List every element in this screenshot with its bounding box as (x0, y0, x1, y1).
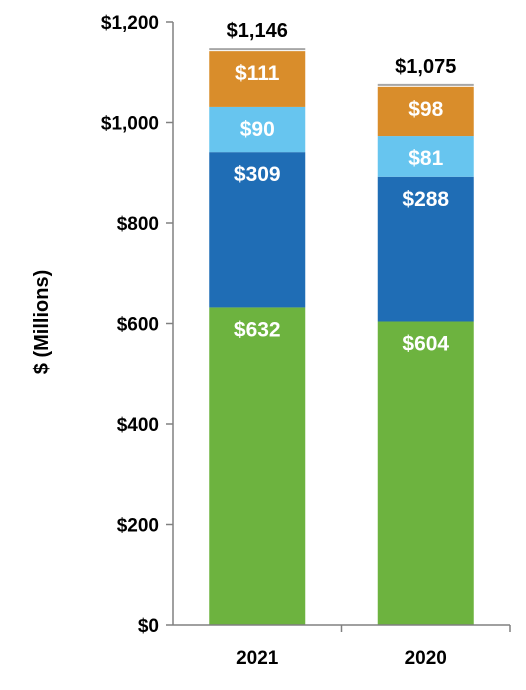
bar-segment (209, 152, 306, 308)
segment-value-label: $309 (234, 163, 281, 186)
y-tick-label: $1,000 (101, 114, 159, 135)
x-tick-label: 2021 (236, 648, 279, 669)
bar-segment (377, 136, 474, 177)
x-axis: 2021 2020 (173, 624, 511, 669)
bar-segment (209, 307, 306, 625)
segment-value-label: $81 (408, 147, 443, 170)
y-tick-label: $0 (138, 616, 159, 637)
total-value-label: $1,075 (395, 56, 456, 78)
y-tick-label: $400 (117, 415, 159, 436)
segment-value-label: $288 (402, 188, 449, 211)
bar-segment (377, 321, 474, 625)
x-tick-label: 2020 (405, 648, 447, 669)
y-tick-label: $1,200 (101, 13, 159, 34)
bar-segment (377, 176, 474, 322)
segment-value-label: $90 (240, 118, 275, 141)
y-axis-label: $ (Millions) (31, 270, 53, 374)
y-tick-label: $800 (117, 214, 159, 235)
y-axis: $0 $200 $400 $600 $800 $1,000 $1,200 (101, 13, 174, 637)
segment-value-label: $98 (408, 98, 443, 121)
y-tick-label: $200 (117, 516, 159, 537)
bars: $632 $309 $90 $111 $1,146 $604 $288 $81 $98 $1,07… (209, 20, 474, 625)
bar-segment (209, 51, 306, 107)
segment-value-label: $632 (234, 318, 281, 341)
y-tick-label: $600 (117, 315, 159, 336)
bar-segment (377, 86, 474, 137)
bar-segment (209, 106, 306, 153)
segment-value-label: $111 (235, 62, 280, 85)
total-value-label: $1,146 (227, 20, 288, 42)
segment-value-label: $604 (402, 332, 449, 355)
